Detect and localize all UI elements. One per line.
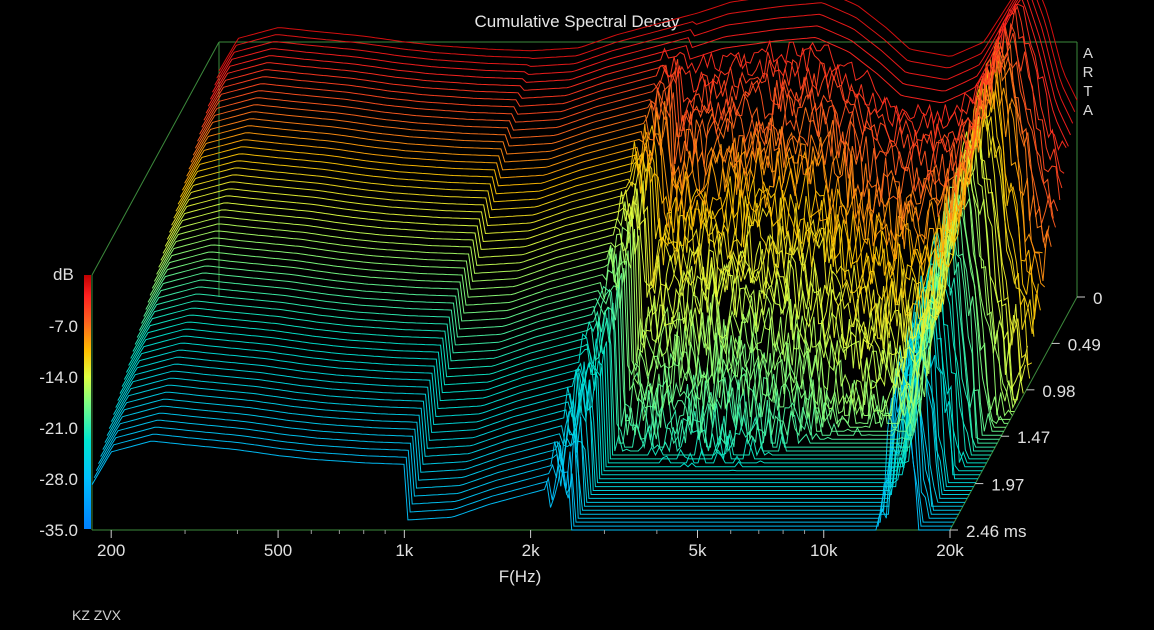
decay-slice [117, 275, 976, 484]
decay-slice [141, 192, 1000, 441]
decay-slice [119, 278, 978, 480]
x-tick-label: 200 [97, 541, 125, 560]
decay-slice [113, 314, 972, 491]
decay-slice [205, 5, 1065, 174]
decay-slice [192, 51, 1052, 247]
decay-curves [91, 0, 1078, 531]
t-tick-label: 0.98 [1042, 382, 1075, 401]
decay-slice [171, 94, 1031, 379]
decay-slice [136, 215, 996, 450]
decay-slice [190, 40, 1050, 249]
decay-slice [147, 194, 1006, 428]
decay-slice [212, 0, 1071, 136]
x-tick-label: 2k [522, 541, 540, 560]
z-axis-label: dB [53, 265, 74, 284]
decay-slice [91, 361, 950, 531]
x-tick-label: 500 [264, 541, 292, 560]
x-axis-label: F(Hz) [499, 567, 541, 586]
decay-slice [123, 259, 983, 472]
t-tick-label: 2.46 ms [966, 522, 1026, 541]
decay-slice [98, 367, 957, 519]
watermark-letter: A [1082, 45, 1093, 62]
decay-slice [169, 108, 1028, 373]
decay-slice [173, 87, 1033, 366]
t-tick-label: 1.97 [991, 476, 1024, 495]
decay-slice [199, 22, 1059, 212]
decay-slice [134, 224, 994, 453]
decay-slice [177, 80, 1037, 334]
decay-slice [130, 234, 989, 460]
decay-slice [175, 104, 1035, 337]
decay-slice [218, 0, 1078, 101]
x-tick-label: 5k [689, 541, 707, 560]
decay-slice [138, 201, 998, 445]
decay-slice [164, 131, 1024, 394]
decay-slice [132, 242, 991, 457]
z-tick-label: -7.0 [49, 317, 78, 336]
z-tick-label: -28.0 [39, 470, 78, 489]
decay-slice [181, 66, 1041, 311]
decay-slice [209, 0, 1069, 147]
decay-slice [151, 176, 1011, 421]
chart-title: Cumulative Spectral Decay [474, 12, 680, 31]
decay-slice [214, 0, 1074, 124]
t-tick-label: 0 [1093, 289, 1102, 308]
decay-slice [149, 168, 1009, 425]
arta-watermark: A R T A [1080, 44, 1096, 120]
watermark-letter: R [1082, 64, 1094, 81]
depth-edge-top [91, 41, 220, 276]
t-tick-label: 1.47 [1017, 428, 1050, 447]
z-tick-label: -21.0 [39, 419, 78, 438]
decay-slice [125, 263, 985, 468]
plot-box [91, 41, 1078, 531]
watermark-letter: A [1082, 102, 1093, 119]
decay-slice [194, 43, 1054, 224]
decay-slice [179, 71, 1039, 320]
t-tick-label: 0.49 [1068, 335, 1101, 354]
decay-slice [156, 144, 1015, 413]
z-tick-label: -14.0 [39, 368, 78, 387]
decay-slice [128, 235, 987, 464]
x-tick-label: 20k [936, 541, 964, 560]
time-axis-edge [949, 296, 1078, 531]
decay-slice [160, 157, 1020, 404]
decay-slice [95, 346, 955, 523]
decay-slice [121, 259, 981, 476]
decay-slice [93, 380, 953, 527]
decay-slice [102, 322, 961, 511]
colorbar [84, 275, 91, 529]
decay-slice [216, 0, 1076, 113]
decay-slice [115, 311, 974, 488]
z-tick-label: -35.0 [39, 521, 78, 540]
watermark-letter: T [1083, 83, 1093, 100]
decay-slice [207, 3, 1067, 151]
decay-slice [197, 25, 1056, 228]
decay-slice [145, 193, 1004, 434]
decay-slice [166, 116, 1026, 382]
decay-slice [162, 125, 1022, 401]
decay-slice [110, 292, 970, 495]
decay-slice [100, 328, 959, 515]
decay-slice [153, 197, 1013, 417]
decay-slice [104, 331, 963, 507]
decay-slice [203, 7, 1063, 189]
decay-slice [188, 39, 1048, 282]
decay-slice [143, 192, 1002, 437]
x-tick-label: 10k [810, 541, 838, 560]
decay-slice [108, 325, 968, 499]
x-tick-label: 1k [395, 541, 413, 560]
decay-slice [186, 55, 1046, 288]
decay-slice [201, 25, 1061, 201]
axes: 200 500 1k 2k 5k 10k 20k -7.0 -14.0 -21.0 -28.0 -35… [39, 289, 1102, 560]
device-caption: KZ ZVX [72, 607, 122, 623]
decay-slice [106, 333, 966, 503]
